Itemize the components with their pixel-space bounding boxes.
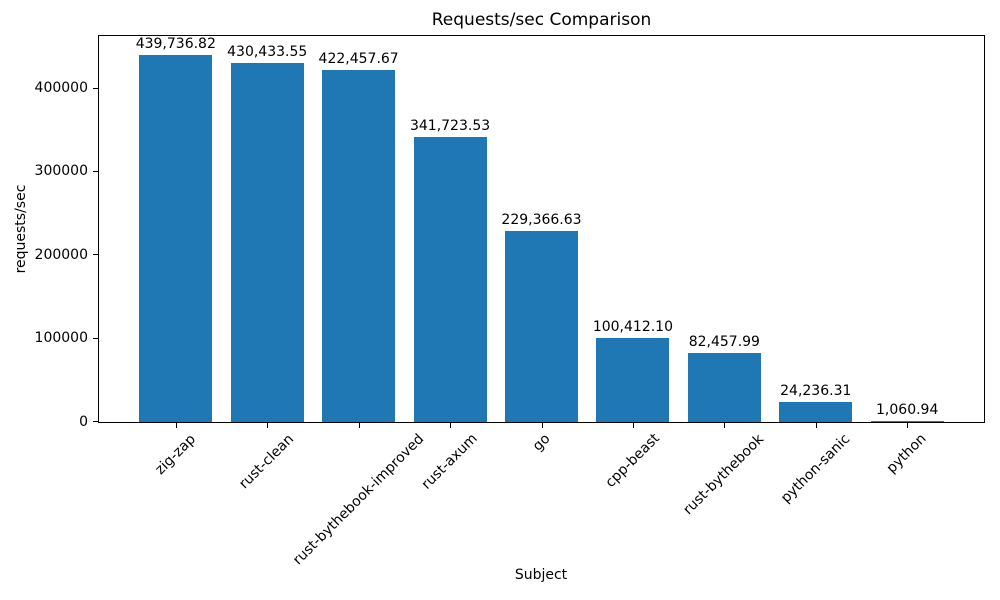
- bar-value-label: 430,433.55: [227, 44, 308, 60]
- y-tick-label: 100000: [34, 330, 88, 346]
- bar: [231, 63, 304, 422]
- x-tick-label-text: python: [883, 430, 930, 477]
- bar: [505, 231, 578, 422]
- bar-value-label: 1,060.94: [876, 402, 939, 418]
- x-tick: [633, 423, 634, 428]
- bar-value-label: 422,457.67: [318, 51, 399, 67]
- bar-value-label: 100,412.10: [592, 319, 674, 335]
- x-tick: [907, 423, 908, 428]
- x-tick: [816, 423, 817, 428]
- bar: [596, 338, 669, 422]
- bar: [779, 402, 852, 422]
- y-tick-label: 0: [79, 414, 88, 430]
- x-tick-label-text: rust-axum: [418, 430, 481, 493]
- bar: [139, 55, 212, 422]
- chart-title: Requests/sec Comparison: [431, 10, 652, 30]
- y-tick-label: 400000: [34, 80, 88, 96]
- x-axis-label: Subject: [514, 567, 568, 583]
- y-tick: [93, 88, 98, 89]
- bar-value-label: 82,457.99: [688, 334, 760, 350]
- x-tick: [359, 423, 360, 428]
- y-tick: [93, 338, 98, 339]
- bar-value-label: 229,366.63: [501, 212, 582, 228]
- x-tick-label-text: python-sanic: [778, 431, 854, 507]
- x-tick: [267, 423, 268, 428]
- y-tick-label: 200000: [34, 247, 88, 263]
- x-tick: [542, 423, 543, 428]
- x-tick-label-text: go: [529, 430, 554, 455]
- bar-value-label: 24,236.31: [780, 383, 852, 399]
- bar: [871, 421, 944, 422]
- plot-area: 439,736.82 430,433.55 422,457.67 341,723.53…: [98, 35, 985, 423]
- bar-value-label: 439,736.82: [135, 36, 216, 52]
- bar: [322, 70, 395, 422]
- x-tick-label-text: rust-bythebook-improved: [290, 431, 428, 569]
- y-tick: [93, 254, 98, 255]
- bar: [414, 137, 487, 422]
- x-tick-label-text: zig-zap: [152, 431, 199, 478]
- y-tick: [93, 421, 98, 422]
- bar-value-label: 341,723.53: [409, 118, 491, 134]
- y-tick-label: 300000: [34, 163, 88, 179]
- x-tick: [450, 423, 451, 428]
- bar: [688, 353, 761, 422]
- x-tick: [176, 423, 177, 428]
- x-tick-label-text: rust-clean: [236, 431, 298, 493]
- x-tick: [724, 423, 725, 428]
- y-tick: [93, 171, 98, 172]
- x-tick-label-text: cpp-beast: [602, 430, 663, 491]
- x-tick-label-text: rust-bythebook: [680, 431, 768, 519]
